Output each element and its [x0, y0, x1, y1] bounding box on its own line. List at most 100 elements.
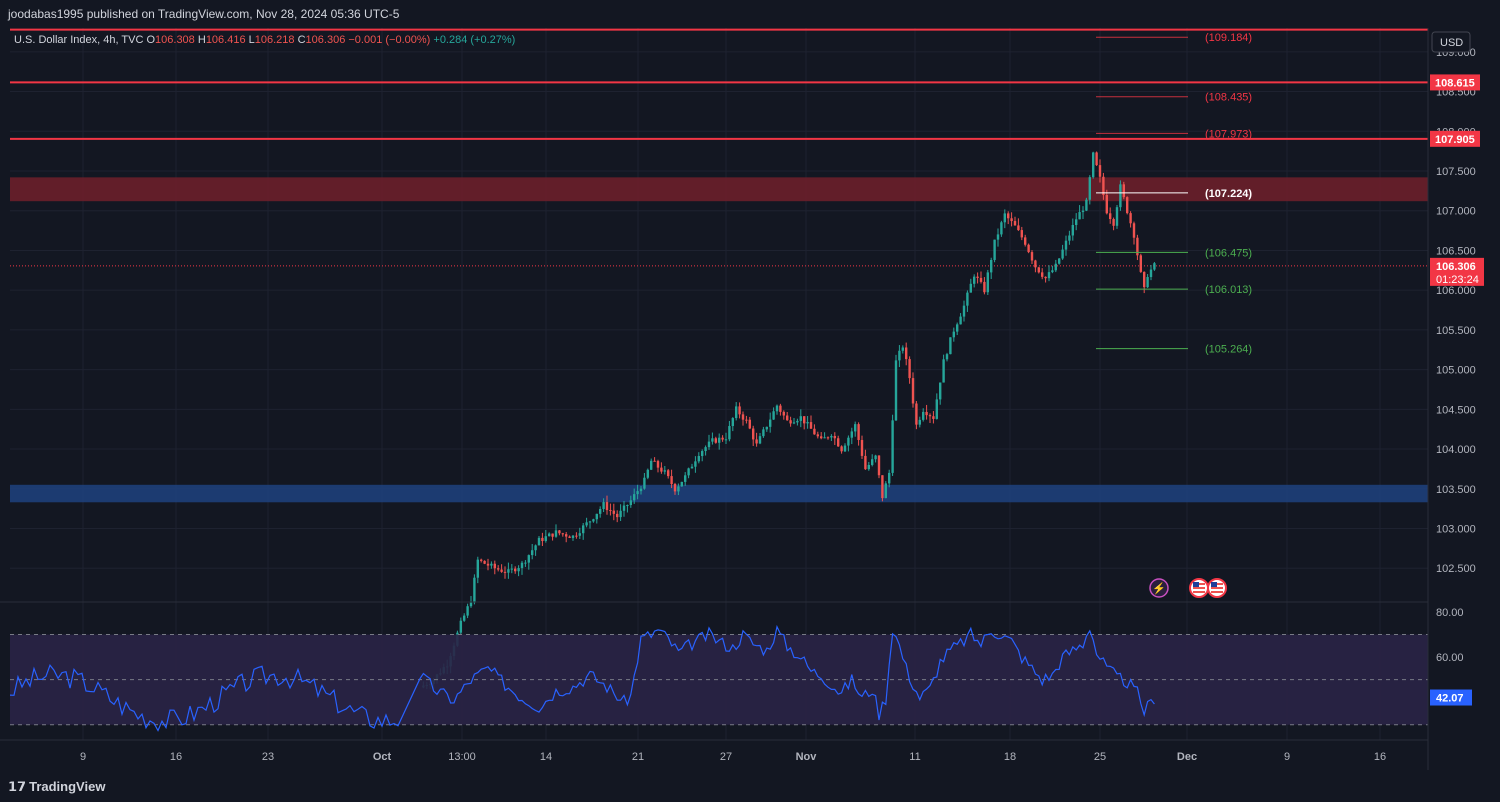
- candle-body: [721, 437, 724, 440]
- candle-body: [551, 533, 554, 537]
- candle-body: [690, 466, 694, 469]
- price-tick-label: 107.500: [1436, 166, 1476, 178]
- fib-label: (106.475): [1205, 247, 1252, 259]
- candle-body: [809, 422, 813, 429]
- candle-body: [1061, 249, 1064, 259]
- candle-body: [1044, 276, 1047, 279]
- time-tick-label: 13:00: [448, 751, 476, 763]
- rsi-band: [10, 634, 1428, 725]
- candle-body: [697, 456, 700, 462]
- candle-body: [905, 347, 908, 360]
- time-tick-label: Dec: [1177, 751, 1197, 763]
- fib-label: (107.973): [1205, 128, 1252, 140]
- candle-body: [680, 481, 683, 487]
- rsi-line[interactable]: [9, 624, 1155, 732]
- candle-body: [898, 350, 901, 361]
- candle-body: [1075, 219, 1078, 226]
- time-tick-label: 21: [632, 751, 644, 763]
- candle-body: [745, 419, 748, 421]
- candle-body: [823, 437, 826, 439]
- close-key: C: [298, 34, 306, 46]
- candle-body: [541, 537, 544, 542]
- publisher-text: joodabas1995 published on TradingView.co…: [8, 7, 400, 21]
- flag-stripe: [1193, 591, 1205, 593]
- candle-body: [976, 276, 979, 278]
- symbol-legend-text[interactable]: U.S. Dollar Index, 4h, TVC O106.308 H106…: [14, 34, 515, 46]
- price-tick-label: 107.000: [1436, 206, 1476, 218]
- candle-body: [1051, 270, 1054, 273]
- flag-canton: [1211, 582, 1217, 587]
- candle-body: [792, 422, 796, 424]
- price-tick-label: 105.000: [1436, 365, 1476, 377]
- candle-body: [558, 530, 561, 534]
- price-tick-label: 106.500: [1436, 245, 1476, 257]
- candle-body: [636, 491, 639, 495]
- axes: 109.000108.500108.000107.500107.000106.5…: [0, 28, 1500, 770]
- candle-body: [1119, 184, 1122, 208]
- candle-body: [561, 533, 564, 535]
- horizontal-lines[interactable]: [10, 28, 1428, 267]
- candle-body: [673, 484, 677, 492]
- flag-stripe: [1211, 591, 1223, 593]
- candle-body: [1139, 255, 1142, 272]
- currency-button[interactable]: [1431, 31, 1471, 53]
- fib-levels[interactable]: (109.184) (108.435) (107.973) (107.224) (106…: [1096, 32, 1252, 356]
- time-tick-label: Oct: [373, 751, 392, 763]
- candle-body: [490, 563, 493, 566]
- candle-body: [1105, 195, 1108, 214]
- candle-body: [966, 292, 969, 306]
- candle-body: [514, 568, 517, 572]
- candle-body: [473, 577, 476, 603]
- candle-body: [646, 469, 649, 478]
- candle-body: [1003, 213, 1006, 223]
- candle-body: [962, 305, 966, 317]
- flag-canton: [1193, 582, 1199, 587]
- candle-body: [939, 382, 942, 400]
- candle-body: [983, 281, 986, 293]
- price-tick-label: 104.500: [1436, 404, 1476, 416]
- symbol-name: U.S. Dollar Index, 4h, TVC: [14, 34, 146, 46]
- candle-body: [935, 399, 938, 419]
- price-tag-label: 107.905: [1435, 134, 1475, 146]
- price-tick-label: 105.500: [1436, 325, 1476, 337]
- candle-body: [527, 555, 530, 563]
- rsi-tick-label: 80.00: [1436, 607, 1464, 619]
- candle-body: [1071, 225, 1074, 236]
- candle-body: [1112, 219, 1115, 226]
- flag-stripe: [1193, 587, 1205, 589]
- candle-body: [1058, 258, 1061, 264]
- rsi-value-label: 42.07: [1436, 693, 1464, 705]
- candle-body: [741, 414, 745, 420]
- candle-body: [837, 438, 840, 447]
- price-tick-label: 102.500: [1436, 563, 1476, 575]
- candle-body: [677, 486, 680, 492]
- fib-label: (106.013): [1205, 284, 1252, 296]
- tradingview-logo[interactable]: 𝟭𝟳 TradingView: [8, 779, 105, 795]
- candle-body: [1122, 184, 1125, 198]
- time-tick-label: 14: [540, 751, 552, 763]
- candle-body: [483, 560, 486, 564]
- chart-area[interactable]: (109.184) (108.435) (107.973) (107.224) (106…: [0, 28, 1500, 770]
- lightning-icon[interactable]: [1149, 578, 1169, 598]
- symbol-legend[interactable]: U.S. Dollar Index, 4h, TVC O106.308 H106…: [14, 34, 515, 46]
- candle-body: [922, 411, 925, 420]
- candle-body: [830, 435, 833, 438]
- candle-body: [609, 510, 612, 512]
- rsi-panel[interactable]: [0, 601, 1428, 732]
- candle-body: [877, 455, 881, 476]
- rsi-value-tag: [1430, 689, 1472, 706]
- candle-body: [663, 470, 666, 472]
- event-icons[interactable]: ⚡: [1149, 578, 1227, 598]
- candle-body: [619, 510, 622, 518]
- candle-body: [588, 521, 592, 523]
- candle-body: [469, 602, 473, 607]
- candle-body: [884, 483, 887, 499]
- candle-body: [779, 405, 782, 412]
- candle-body: [1098, 165, 1102, 177]
- candle-body: [864, 455, 867, 470]
- current-price-value: 106.306: [1436, 261, 1476, 273]
- candle-body: [612, 510, 615, 514]
- currency-label[interactable]: USD: [1440, 37, 1463, 49]
- candle-body: [670, 476, 673, 485]
- candle-body: [660, 467, 663, 472]
